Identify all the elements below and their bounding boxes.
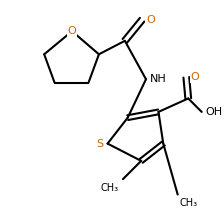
Text: CH₃: CH₃ [101, 183, 119, 193]
Text: S: S [97, 139, 104, 149]
Text: O: O [146, 15, 155, 25]
Text: CH₃: CH₃ [180, 198, 198, 208]
Text: OH: OH [206, 107, 223, 117]
Text: O: O [68, 26, 76, 36]
Text: O: O [190, 72, 199, 82]
Text: NH: NH [150, 74, 167, 84]
